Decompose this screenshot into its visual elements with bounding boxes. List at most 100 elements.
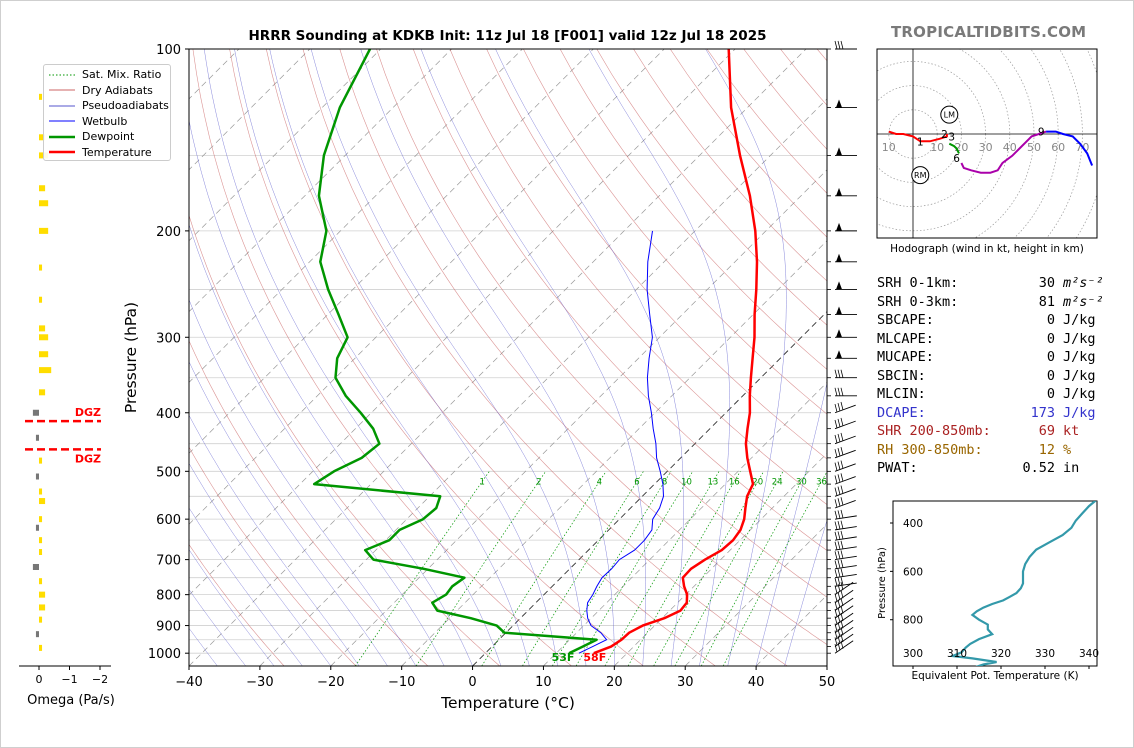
wind-barb-feather [837, 577, 841, 586]
legend-label: Pseudoadiabats [82, 99, 169, 112]
wind-barb-feather [837, 418, 841, 428]
stat-row: SBCIN: 0 J/kg [877, 367, 1104, 386]
legend-swatch [49, 135, 75, 138]
wind-barb-feather [837, 614, 841, 623]
mixing-ratio-label: 24 [772, 478, 783, 488]
wind-barb-feather [834, 499, 838, 508]
wind-barb-feather [840, 568, 844, 577]
wind-barb-feather [834, 462, 838, 471]
omega-axis-title: Omega (Pa/s) [27, 693, 115, 708]
wind-barb-feather [834, 449, 838, 458]
omega-bar [32, 409, 39, 416]
legend-item-temperature: Temperature [48, 145, 152, 160]
wind-barb-feather [837, 599, 841, 608]
dry-adiabat-line [339, 49, 827, 645]
mixing-ratio-label: 4 [597, 478, 602, 488]
moist-adiabat-line [420, 49, 646, 666]
stat-value: 0 [1046, 367, 1055, 384]
wind-barb [834, 449, 856, 459]
omega-bar [39, 264, 43, 271]
wind-barb-feather [840, 509, 844, 519]
x-tick-label: −30 [246, 675, 273, 690]
omega-x-tick-label: −2 [92, 673, 108, 686]
mixing-ratio-label: 10 [681, 478, 692, 488]
moist-adiabat-line [495, 49, 684, 666]
theta-e-plot [948, 501, 1097, 666]
mixing-ratio-label: 13 [707, 478, 718, 488]
omega-bar [39, 516, 43, 523]
wind-barb [834, 463, 856, 472]
legend-item-mixing: Sat. Mix. Ratio [48, 67, 161, 82]
mixing-ratio-label: 1 [479, 478, 484, 488]
dry-adiabat-line [596, 49, 827, 326]
wind-barb-feather [837, 607, 841, 616]
storm-motion-label: RM [914, 171, 927, 180]
mixing-ratio-label: 6 [634, 478, 639, 488]
dewpoint-trace [312, 49, 598, 655]
stat-unit: J/kg [1063, 386, 1096, 402]
wind-barb-feather [834, 577, 838, 587]
mixing-ratio-label: 2 [536, 478, 541, 488]
moist-adiabat-line [189, 299, 417, 666]
wind-barb-feather [834, 434, 838, 444]
stat-unit: J/kg [1063, 404, 1096, 421]
moist-adiabat-line [588, 49, 730, 666]
wind-barb-feather [837, 40, 841, 50]
wind-barb-feather [837, 510, 841, 519]
legend-swatch [49, 105, 75, 106]
stat-value: 30 [1038, 275, 1055, 291]
wind-barb-feather [837, 486, 841, 495]
omega-bar [39, 351, 49, 358]
mixing-ratio-line [653, 471, 765, 666]
hodograph-ring-label: 10 [882, 141, 896, 154]
omega-bar [39, 93, 43, 100]
wind-barb-feather [837, 628, 841, 638]
wind-barb [834, 626, 854, 641]
wetbulb-trace [578, 230, 665, 654]
x-tick-label: 30 [677, 675, 694, 690]
moist-adiabat-line [189, 462, 332, 666]
wind-barb [834, 633, 854, 647]
dry-adiabat-line [189, 446, 357, 666]
wind-barb-feather [837, 635, 841, 644]
dgz-label: DGZ [75, 406, 101, 419]
wind-barb-feather [840, 559, 844, 568]
brand-watermark: TROPICALTIDBITS.COM [891, 23, 1087, 41]
x-axis-title: Temperature (°C) [440, 694, 575, 712]
wind-barb [834, 435, 856, 445]
surface-dewpoint-label: 53F [552, 651, 575, 664]
wind-barb-feather [834, 585, 838, 594]
hodograph-trace-3-6km [948, 142, 960, 154]
x-tick-label: 20 [606, 675, 623, 690]
wind-barb [834, 546, 857, 551]
isotherm-line [330, 169, 827, 666]
y-tick-label: 300 [156, 331, 181, 346]
dry-adiabat-line [559, 49, 827, 370]
stat-unit: % [1063, 441, 1072, 458]
wind-barb [834, 640, 854, 654]
wind-barb-feather [840, 582, 844, 591]
dry-adiabat-line [523, 49, 827, 415]
wind-barb-feather [837, 550, 841, 559]
legend-label: Wetbulb [82, 114, 128, 128]
stat-label: MUCAPE: [877, 349, 934, 365]
mixing-ratio-line [627, 471, 741, 666]
wind-barb-feather [834, 419, 838, 429]
wind-barb-feather [840, 417, 844, 427]
mixing-ratio-line [722, 471, 827, 666]
dry-adiabat-line [449, 49, 827, 505]
stat-value: 0 [1046, 386, 1055, 402]
chart-title: HRRR Sounding at KDKB Init: 11z Jul 18 [… [248, 28, 767, 44]
moist-adiabat-line [784, 519, 827, 666]
wind-barb-feather [840, 640, 844, 649]
mixing-ratio-line [481, 471, 607, 666]
isotherm-line [401, 240, 827, 666]
stat-value: 69 [1038, 423, 1055, 439]
wind-barb [834, 476, 856, 485]
wind-barb-feather [834, 369, 838, 378]
wind-barb-feather [840, 577, 844, 586]
hodograph-ring-label: 50 [1027, 141, 1041, 154]
hodograph-trace-9-12km [1046, 130, 1094, 166]
isotherm-line [259, 98, 827, 666]
hodograph-ring-label: 40 [1003, 141, 1017, 154]
